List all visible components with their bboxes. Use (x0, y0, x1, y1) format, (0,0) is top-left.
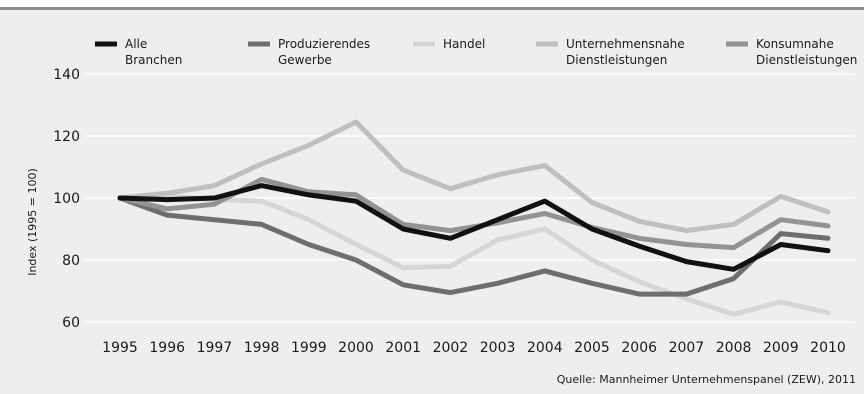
legend-label: Alle Branchen (125, 37, 182, 67)
x-tick-label: 2001 (385, 340, 421, 356)
x-tick-label: 2004 (527, 340, 563, 356)
x-tick-label: 1995 (102, 340, 138, 356)
x-axis-ticks: 1995 1996 1997 1998 1999 2000 2001 2002 2003 2004… (102, 340, 846, 356)
y-tick-label: 120 (53, 129, 80, 145)
top-rule (0, 7, 864, 10)
x-tick-label: 1996 (149, 340, 185, 356)
y-tick-label: 80 (62, 253, 80, 269)
x-tick-label: 2007 (669, 340, 705, 356)
y-tick-label: 100 (53, 191, 80, 207)
x-tick-label: 2002 (433, 340, 469, 356)
x-tick-label: 2000 (338, 340, 374, 356)
x-tick-label: 2008 (716, 340, 752, 356)
y-axis-ticks: 60 80 100 120 140 (53, 67, 80, 331)
source-note: Quelle: Mannheimer Unternehmenspanel (ZE… (557, 373, 856, 386)
series-line-3 (117, 119, 831, 234)
series-line-4 (117, 176, 831, 251)
series-lines (117, 119, 831, 317)
legend-label: Konsumnahe Dienstleistungen (756, 37, 857, 67)
x-tick-label: 1997 (197, 340, 233, 356)
y-axis-title: Index (1995 = 100) (26, 168, 39, 276)
series-line-2 (117, 193, 831, 317)
legend-label: Handel (443, 37, 485, 51)
x-tick-label: 2009 (763, 340, 799, 356)
x-tick-label: 1999 (291, 340, 327, 356)
series-line-1 (117, 195, 831, 297)
legend-label: Unternehmensnahe Dienstleistungen (566, 37, 685, 67)
x-tick-label: 1998 (244, 340, 280, 356)
series-line-0 (117, 183, 831, 272)
legend: Alle Branchen Produzierendes Gewerbe Handel U… (95, 37, 857, 67)
x-tick-label: 2003 (480, 340, 516, 356)
x-tick-label: 2006 (621, 340, 657, 356)
x-tick-label: 2005 (574, 340, 610, 356)
y-tick-label: 140 (53, 67, 80, 83)
x-tick-label: 2010 (810, 340, 846, 356)
y-tick-label: 60 (62, 315, 80, 331)
legend-label: Produzierendes Gewerbe (278, 37, 370, 67)
